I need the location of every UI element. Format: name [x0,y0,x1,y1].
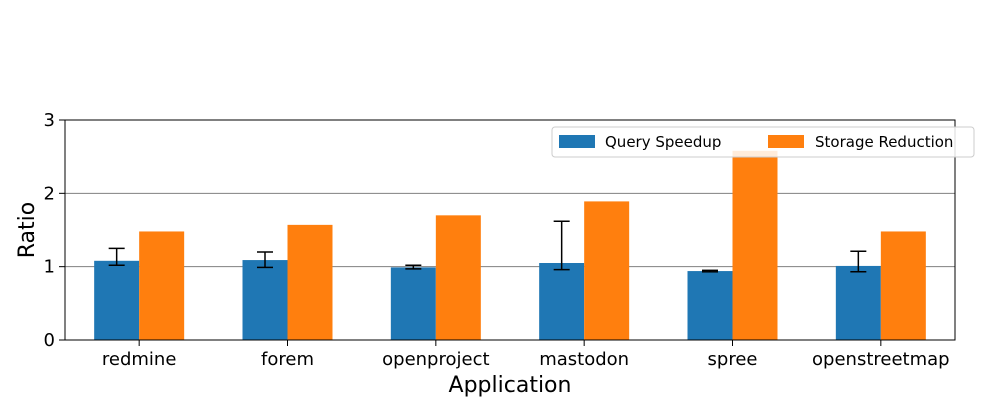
bar-query-speedup-openproject [390,267,436,340]
x-axis-title: Application [449,373,572,398]
x-tick-label-spree: spree [708,349,758,370]
bar-query-speedup-redmine [94,260,140,340]
bar-query-speedup-openstreetmap [835,265,881,340]
legend-swatch-query-speedup [559,135,595,148]
bar-storage-reduction-mastodon [584,201,630,340]
bars [94,150,926,340]
y-axis-title: Ratio [15,202,40,258]
x-tick-label-forem: forem [261,349,314,370]
error-bars [108,220,867,273]
y-tick-label-1: 1 [44,257,55,278]
legend: Query Speedup Storage Reduction [551,126,975,158]
x-axis-ticks: redmine forem openproject mastodon spree open… [102,340,950,370]
x-tick-label-redmine: redmine [102,349,177,370]
bar-storage-reduction-openproject [435,215,481,340]
grid-lines [65,192,955,268]
y-tick-label-0: 0 [44,330,55,351]
y-tick-label-3: 3 [44,110,55,131]
legend-label-query-speedup: Query Speedup [605,133,721,151]
legend-label-storage-reduction: Storage Reduction [815,133,953,151]
bar-storage-reduction-spree [732,150,778,340]
plot-frame [64,119,956,341]
legend-box [551,126,975,158]
y-axis-ticks: 0 1 2 3 [44,110,65,351]
bar-storage-reduction-redmine [139,231,185,340]
x-tick-label-mastodon: mastodon [539,349,629,370]
bar-storage-reduction-forem [287,224,333,340]
legend-swatch-storage-reduction [768,135,804,148]
bar-query-speedup-forem [242,260,288,340]
bar-query-speedup-spree [687,271,733,340]
x-tick-label-openstreetmap: openstreetmap [812,349,950,370]
bar-query-speedup-mastodon [539,263,585,340]
bar-storage-reduction-openstreetmap [880,231,926,340]
y-tick-label-2: 2 [44,183,55,204]
x-tick-label-openproject: openproject [382,349,489,370]
